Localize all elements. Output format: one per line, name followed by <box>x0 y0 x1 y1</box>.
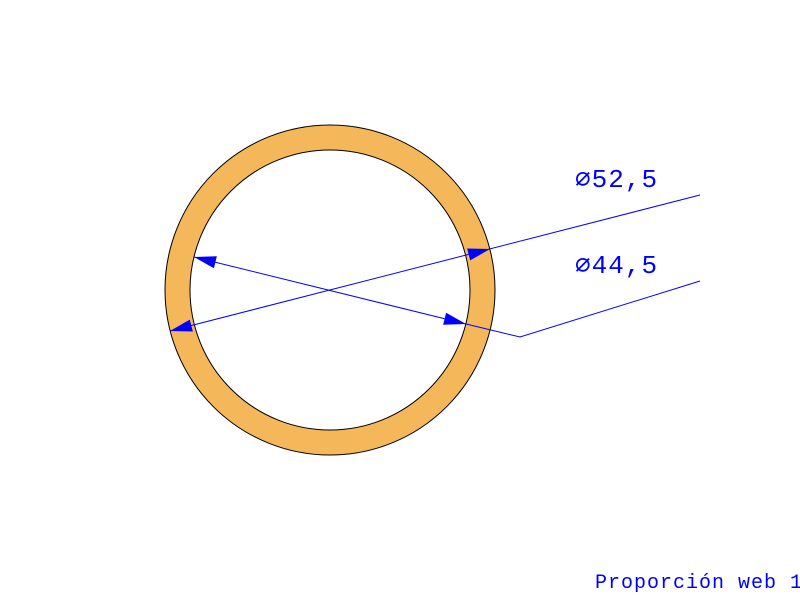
scale-note: Proporción web 1:2 <box>595 572 800 595</box>
outer-diameter-label: ⌀52,5 <box>575 165 658 195</box>
inner-diameter-label: ⌀44,5 <box>575 251 658 281</box>
dimension-inner-diameter: ⌀44,5 <box>194 251 700 337</box>
technical-drawing: ⌀52,5 ⌀44,5 Proporción web 1:2 <box>0 0 800 600</box>
